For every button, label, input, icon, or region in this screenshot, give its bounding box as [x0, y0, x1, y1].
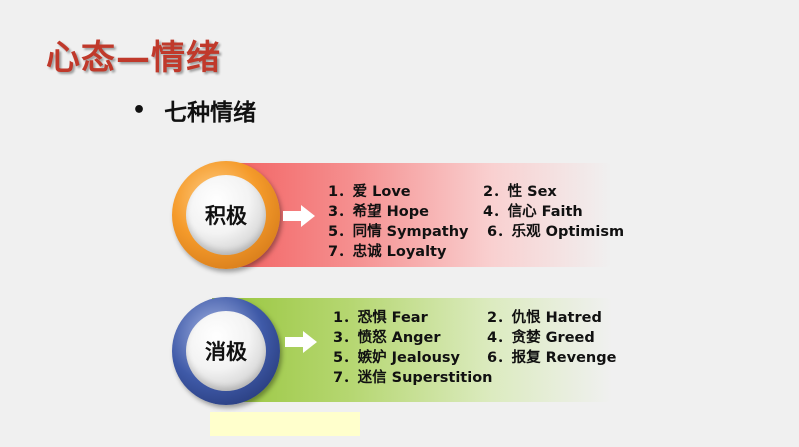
list-item: 7．迷信 Superstition — [333, 370, 493, 386]
slide-title: 心态—情绪 — [46, 38, 221, 78]
list-item: 6．报复 Revenge — [487, 350, 617, 366]
bullet-item: • 七种情绪 — [132, 93, 256, 127]
list-item: 3．愤怒 Anger — [333, 330, 441, 346]
list-item: 7．忠诚 Loyalty — [328, 244, 447, 260]
positive-circle: 积极 — [172, 161, 280, 269]
bullet-text: 七种情绪 — [164, 100, 257, 126]
list-item: 2．仇恨 Hatred — [487, 310, 602, 326]
list-item: 5．嫉妒 Jealousy — [333, 350, 460, 366]
negative-label: 消极 — [186, 311, 266, 391]
list-item: 2．性 Sex — [483, 184, 557, 200]
arrow-right-icon — [283, 205, 315, 227]
arrow-right-icon — [285, 331, 317, 353]
list-item: 4．贪婪 Greed — [487, 330, 595, 346]
list-item: 1．爱 Love — [328, 184, 411, 200]
list-item: 3．希望 Hope — [328, 204, 429, 220]
list-item: 6．乐观 Optimism — [487, 224, 625, 240]
list-item: 4．信心 Faith — [483, 204, 583, 220]
list-item: 5．同情 Sympathy — [328, 224, 469, 240]
negative-circle: 消极 — [172, 297, 280, 405]
bullet-dot-icon: • — [132, 97, 147, 123]
note-box — [210, 412, 360, 436]
positive-label: 积极 — [186, 175, 266, 255]
list-item: 1．恐惧 Fear — [333, 310, 428, 326]
